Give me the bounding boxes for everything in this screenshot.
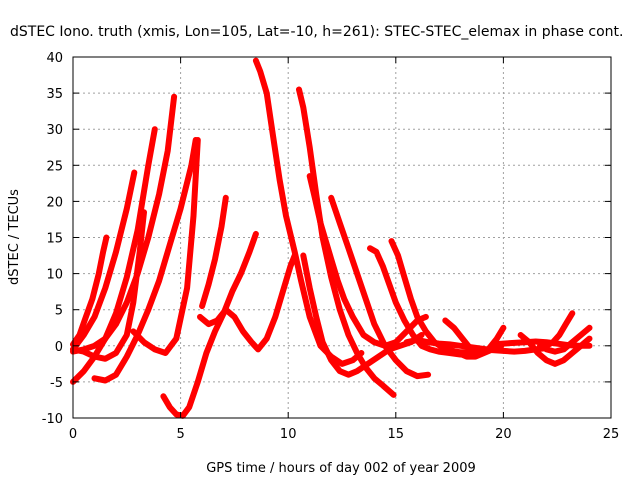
x-tick-label: 10 bbox=[280, 427, 297, 442]
series-23-track bbox=[537, 310, 576, 349]
series-17-track bbox=[388, 238, 496, 356]
y-tick-label: 35 bbox=[46, 87, 63, 102]
series-9-track bbox=[199, 194, 229, 310]
x-tick-label: 5 bbox=[176, 427, 184, 442]
x-axis-label: GPS time / hours of day 002 of year 2009 bbox=[206, 461, 476, 476]
series-7-track bbox=[130, 137, 201, 356]
y-tick-label: 5 bbox=[55, 304, 63, 319]
y-tick-label: 0 bbox=[55, 340, 63, 355]
series-layer bbox=[70, 57, 593, 419]
chart-title: dSTEC Iono. truth (xmis, Lon=105, Lat=-1… bbox=[10, 24, 623, 40]
series-16-track bbox=[367, 245, 464, 358]
series-8-track bbox=[160, 230, 259, 419]
y-tick-label: -10 bbox=[42, 412, 63, 427]
y-tick-label: 40 bbox=[46, 51, 63, 66]
series-14-track bbox=[306, 173, 429, 349]
y-axis-label: dSTEC / TECUs bbox=[7, 189, 22, 285]
series-12-track bbox=[296, 86, 397, 398]
grid-lines bbox=[73, 57, 611, 418]
series-15-track bbox=[328, 194, 432, 380]
y-tick-label: -5 bbox=[50, 376, 63, 391]
x-tick-label: 25 bbox=[603, 427, 620, 442]
y-tick-label: 30 bbox=[46, 123, 63, 138]
series-1-track bbox=[70, 234, 110, 348]
y-tick-label: 10 bbox=[46, 268, 63, 283]
series-11-track bbox=[252, 57, 365, 367]
series-19-track bbox=[442, 317, 507, 356]
x-tick-label: 20 bbox=[495, 427, 512, 442]
series-22-track bbox=[517, 332, 593, 367]
series-10-track bbox=[197, 252, 298, 353]
series-5-track bbox=[70, 93, 178, 355]
axes bbox=[72, 56, 612, 419]
x-tick-label: 0 bbox=[69, 427, 77, 442]
series-4-track bbox=[70, 126, 158, 385]
series-24-track bbox=[543, 324, 593, 355]
series-13-track bbox=[300, 252, 425, 378]
y-tick-label: 25 bbox=[46, 159, 63, 174]
y-tick-label: 20 bbox=[46, 195, 63, 210]
x-tick-label: 15 bbox=[388, 427, 405, 442]
series-21-track bbox=[489, 338, 593, 349]
series-6-track bbox=[91, 137, 199, 384]
tick-labels: 0 5 10 15 20 25 -10 -5 0 5 10 15 20 25 30 35 40 bbox=[42, 51, 620, 442]
series-2-track bbox=[70, 169, 138, 353]
series-18-track bbox=[403, 337, 550, 355]
series-20-track bbox=[446, 342, 505, 360]
y-tick-label: 15 bbox=[46, 232, 63, 247]
